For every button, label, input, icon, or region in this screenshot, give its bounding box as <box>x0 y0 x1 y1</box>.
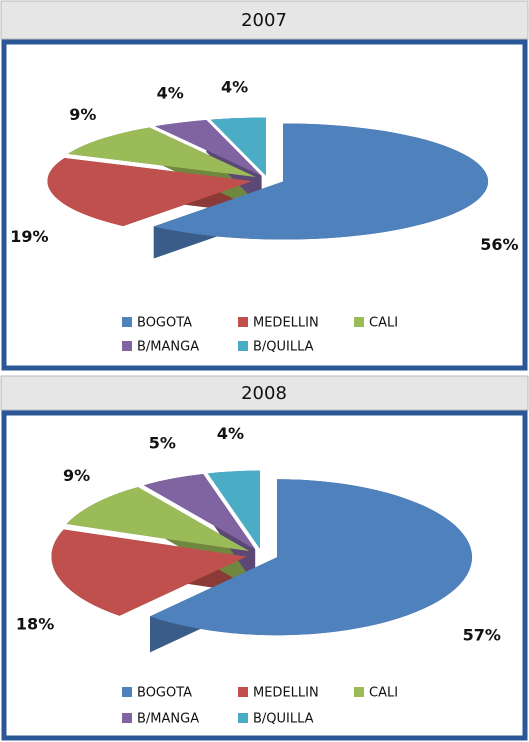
data-label: 4% <box>217 424 244 443</box>
legend-swatch <box>238 713 248 723</box>
legend-label: MEDELLIN <box>253 316 319 331</box>
data-label: 9% <box>69 105 96 124</box>
legend-label: B/QUILLA <box>253 340 314 355</box>
pie-slices <box>51 470 473 672</box>
legend-swatch <box>238 341 248 351</box>
legend-label: MEDELLIN <box>253 686 319 701</box>
slice <box>207 470 260 549</box>
data-label: 18% <box>16 614 54 633</box>
slice <box>153 123 489 240</box>
legend-swatch <box>354 317 364 327</box>
legend-label: CALI <box>369 686 398 701</box>
data-label: 4% <box>157 84 184 103</box>
slice <box>149 479 473 636</box>
slice <box>47 157 253 227</box>
legend-label: BOGOTA <box>137 686 192 701</box>
slice <box>155 119 262 176</box>
data-label: 5% <box>149 433 176 452</box>
legend-label: B/MANGA <box>137 340 199 355</box>
legend-swatch <box>238 687 248 697</box>
data-label: 9% <box>63 466 90 485</box>
title-bar <box>0 0 529 40</box>
data-label: 57% <box>463 625 501 644</box>
legend-swatch <box>122 687 132 697</box>
pie-slices <box>47 117 489 272</box>
legend-label: B/QUILLA <box>253 712 314 727</box>
chart-title: 2007 <box>241 10 287 31</box>
data-label: 4% <box>221 77 248 96</box>
legend-swatch <box>122 713 132 723</box>
legend-label: CALI <box>369 316 398 331</box>
legend-swatch <box>122 317 132 327</box>
legend-swatch <box>122 341 132 351</box>
legend-swatch <box>238 317 248 327</box>
data-label: 19% <box>10 227 48 246</box>
slice <box>143 474 256 550</box>
slice <box>51 529 247 616</box>
slice <box>210 117 266 176</box>
data-label: 56% <box>480 235 518 254</box>
legend-swatch <box>354 687 364 697</box>
chart-title: 2008 <box>241 383 287 404</box>
title-bar <box>0 375 529 411</box>
legend-label: BOGOTA <box>137 316 192 331</box>
legend-label: B/MANGA <box>137 712 199 727</box>
slice <box>66 487 250 552</box>
slice <box>67 127 256 178</box>
